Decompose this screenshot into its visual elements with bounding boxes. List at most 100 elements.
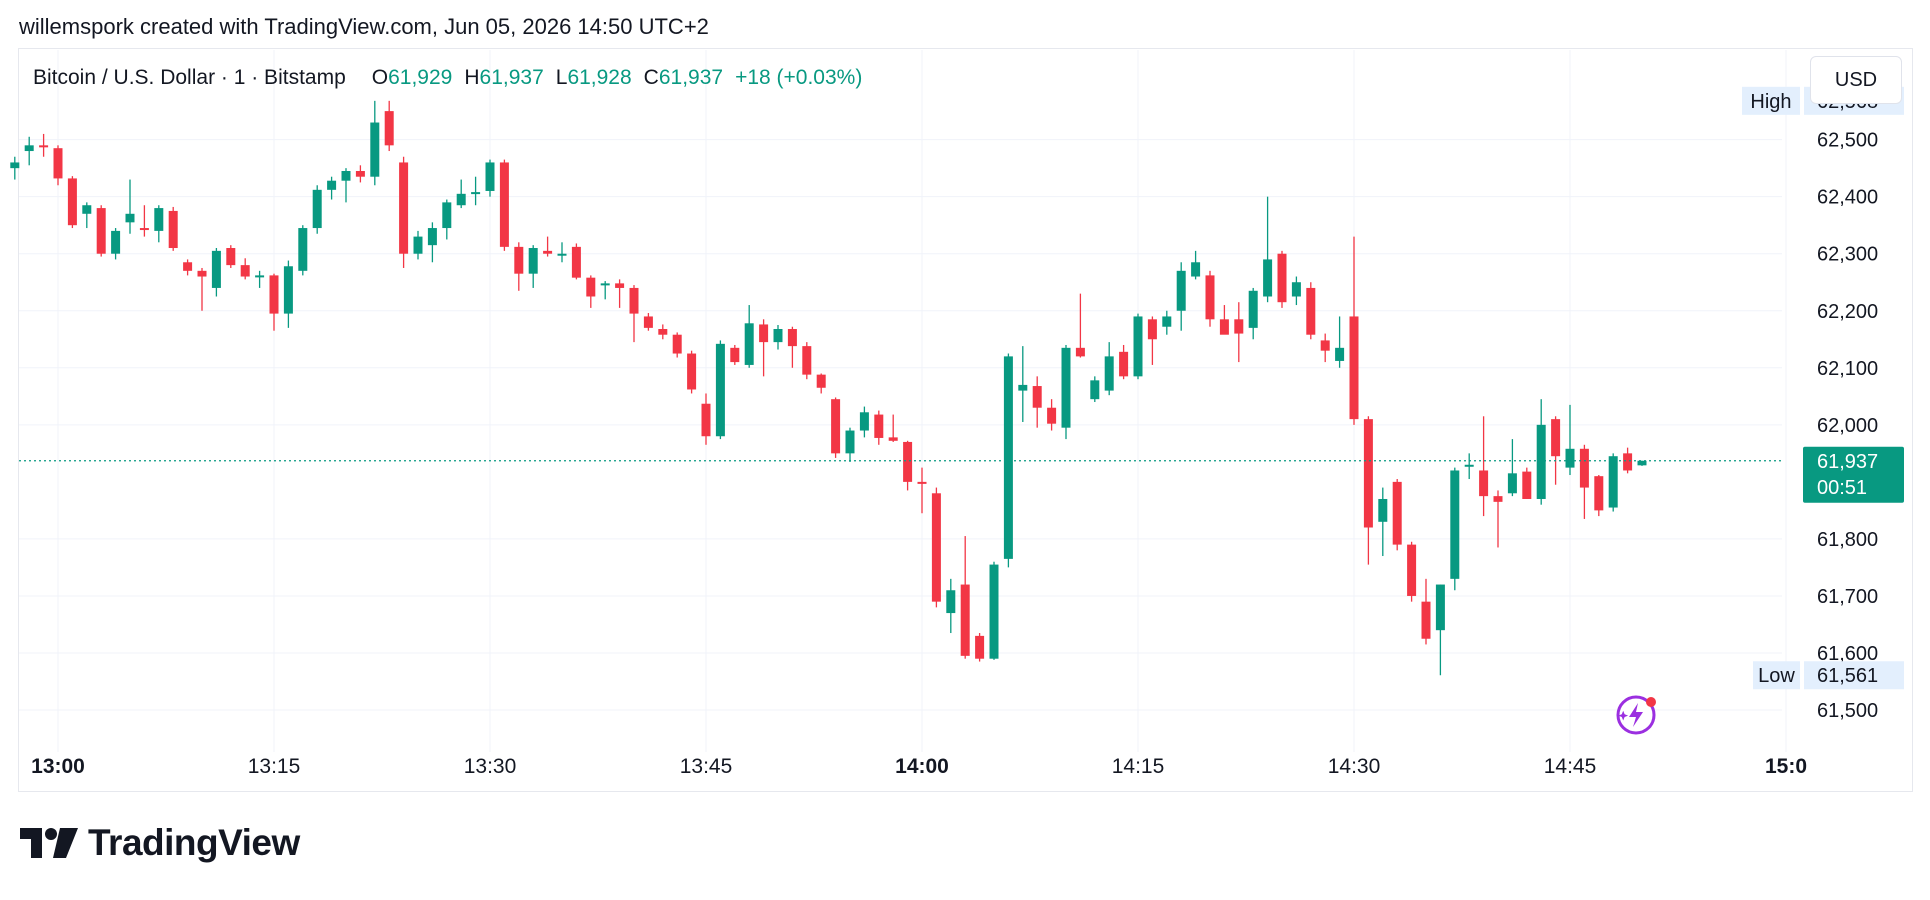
candle-up[interactable]	[442, 199, 452, 240]
candle-up[interactable]	[1507, 439, 1517, 497]
candle-down[interactable]	[197, 267, 207, 311]
lightning-sparkle-icon[interactable]	[1616, 695, 1656, 735]
candle-down[interactable]	[701, 393, 711, 445]
candle-up[interactable]	[1565, 404, 1575, 476]
candle-down[interactable]	[1320, 333, 1330, 363]
candle-down[interactable]	[269, 273, 279, 331]
candle-down[interactable]	[1205, 270, 1215, 327]
candle-down[interactable]	[1119, 344, 1129, 380]
candle-up[interactable]	[744, 305, 754, 368]
candle-up[interactable]	[1263, 196, 1273, 303]
candle-up[interactable]	[1536, 399, 1546, 505]
candle-down[interactable]	[903, 440, 913, 491]
candle-up[interactable]	[1162, 310, 1172, 335]
candle-down[interactable]	[1551, 416, 1561, 485]
candle-down[interactable]	[514, 242, 524, 291]
candle-up[interactable]	[1335, 316, 1345, 368]
candle-down[interactable]	[1579, 444, 1589, 519]
candle-down[interactable]	[139, 205, 149, 237]
candle-up[interactable]	[1450, 467, 1460, 591]
candle-down[interactable]	[499, 159, 509, 251]
candle-up[interactable]	[255, 270, 265, 288]
candle-up[interactable]	[946, 578, 956, 634]
candle-down[interactable]	[759, 319, 769, 377]
candle-up[interactable]	[1637, 460, 1647, 466]
candle-up[interactable]	[1003, 353, 1013, 568]
candle-up[interactable]	[427, 222, 437, 263]
candle-down[interactable]	[1522, 467, 1532, 499]
candle-up[interactable]	[1608, 453, 1618, 512]
candle-up[interactable]	[715, 340, 725, 440]
candle-down[interactable]	[1277, 250, 1287, 308]
candle-up[interactable]	[125, 179, 135, 234]
candle-down[interactable]	[1493, 490, 1503, 548]
candle-down[interactable]	[571, 243, 581, 280]
candle-down[interactable]	[658, 324, 668, 340]
candle-up[interactable]	[600, 281, 610, 300]
candle-down[interactable]	[1219, 305, 1229, 335]
candle-up[interactable]	[1435, 584, 1445, 676]
candle-up[interactable]	[341, 168, 351, 203]
candle-up[interactable]	[327, 176, 337, 200]
candle-down[interactable]	[1349, 236, 1359, 425]
candle-down[interactable]	[687, 350, 697, 394]
candle-down[interactable]	[1392, 479, 1402, 551]
candle-down[interactable]	[168, 206, 178, 251]
candle-up[interactable]	[1464, 453, 1474, 480]
candle-up[interactable]	[773, 325, 783, 350]
candle-up[interactable]	[298, 225, 308, 276]
candle-down[interactable]	[931, 487, 941, 608]
candle-up[interactable]	[154, 205, 164, 243]
candle-down[interactable]	[917, 467, 927, 514]
candle-up[interactable]	[211, 248, 221, 297]
candle-down[interactable]	[1363, 416, 1373, 565]
candle-down[interactable]	[355, 165, 365, 183]
candle-down[interactable]	[1234, 302, 1244, 363]
candle-down[interactable]	[643, 313, 653, 331]
chart-frame[interactable]	[18, 48, 1913, 792]
candle-up[interactable]	[989, 561, 999, 660]
candle-up[interactable]	[1191, 250, 1201, 280]
candle-down[interactable]	[874, 410, 884, 445]
candle-down[interactable]	[543, 236, 553, 257]
candle-down[interactable]	[672, 332, 682, 358]
currency-button[interactable]: USD	[1810, 56, 1902, 104]
candle-up[interactable]	[1104, 342, 1114, 396]
candle-down[interactable]	[1075, 293, 1085, 358]
candle-down[interactable]	[615, 279, 625, 308]
candle-down[interactable]	[39, 133, 49, 157]
candle-up[interactable]	[111, 228, 121, 260]
candle-down[interactable]	[399, 156, 409, 268]
candle-up[interactable]	[413, 230, 423, 260]
candle-up[interactable]	[370, 100, 380, 186]
candle-up[interactable]	[845, 427, 855, 462]
candle-down[interactable]	[226, 245, 236, 268]
candle-down[interactable]	[1421, 578, 1431, 645]
candle-up[interactable]	[82, 202, 92, 229]
candle-down[interactable]	[831, 397, 841, 458]
candle-down[interactable]	[629, 285, 639, 343]
candle-down[interactable]	[1623, 447, 1633, 474]
candle-up[interactable]	[10, 156, 20, 180]
candle-down[interactable]	[1479, 416, 1489, 517]
candle-down[interactable]	[888, 414, 898, 442]
candle-up[interactable]	[485, 159, 495, 197]
candle-down[interactable]	[1306, 282, 1316, 340]
candle-down[interactable]	[975, 633, 985, 662]
candle-down[interactable]	[960, 536, 970, 659]
candle-down[interactable]	[384, 100, 394, 152]
candle-down[interactable]	[1032, 376, 1042, 428]
candle-down[interactable]	[730, 344, 740, 365]
candle-up[interactable]	[456, 179, 466, 209]
candle-up[interactable]	[1018, 346, 1028, 422]
candle-down[interactable]	[1147, 316, 1157, 365]
candle-down[interactable]	[1047, 399, 1057, 431]
candle-up[interactable]	[528, 245, 538, 288]
symbol-title[interactable]: Bitcoin / U.S. Dollar · 1 · Bitstamp	[33, 66, 346, 89]
candle-up[interactable]	[1378, 487, 1388, 557]
candle-down[interactable]	[96, 205, 106, 257]
candle-up[interactable]	[24, 136, 34, 166]
candlestick-chart[interactable]: 61,500 61,600 61,700 61,800 62,000 62,100 62,2…	[0, 0, 1930, 800]
candle-up[interactable]	[1248, 287, 1258, 340]
candle-down[interactable]	[53, 145, 63, 186]
